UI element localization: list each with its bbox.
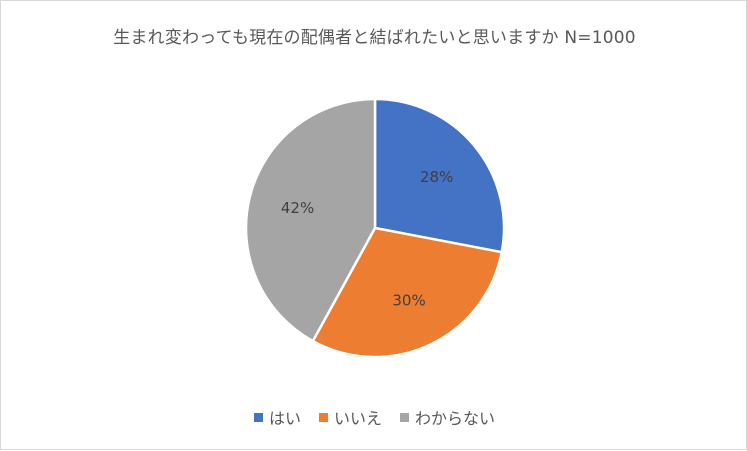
legend: はい いいえ わからない bbox=[1, 405, 747, 429]
legend-swatch bbox=[400, 412, 409, 422]
legend-swatch bbox=[253, 412, 263, 422]
legend-label: わからない bbox=[415, 409, 496, 428]
data-label-2: 30% bbox=[392, 291, 425, 309]
pie-slice-2 bbox=[311, 226, 503, 359]
legend-label: はい bbox=[268, 409, 301, 428]
pie-slice-1 bbox=[373, 97, 506, 254]
legend-item-1: はい bbox=[253, 405, 301, 429]
legend-label: いいえ bbox=[333, 409, 382, 428]
data-label-1: 28% bbox=[420, 168, 453, 186]
data-label-3: 42% bbox=[281, 199, 314, 217]
pie-slice-3 bbox=[244, 97, 377, 343]
legend-item-2: いいえ bbox=[318, 405, 382, 429]
legend-swatch bbox=[318, 412, 328, 422]
legend-item-3: わからない bbox=[400, 405, 495, 429]
chart-title: 生まれ変わっても現在の配偶者と結ばれたいと思いますか N=1000 bbox=[113, 28, 636, 48]
